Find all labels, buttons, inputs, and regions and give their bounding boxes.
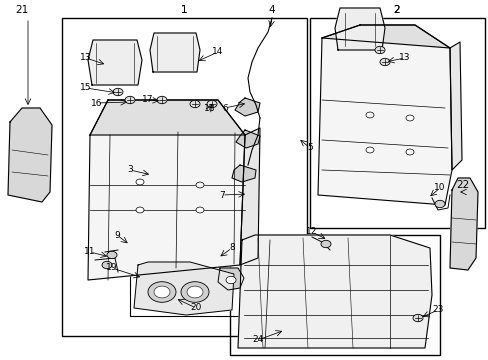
Bar [229, 235, 439, 355]
Text: 16: 16 [91, 99, 102, 108]
Polygon shape [8, 108, 52, 202]
Circle shape [154, 286, 170, 298]
Text: 13: 13 [398, 54, 410, 63]
Text: 5: 5 [306, 144, 312, 153]
Text: 17: 17 [142, 95, 153, 104]
Circle shape [374, 46, 384, 54]
Circle shape [107, 251, 117, 259]
Circle shape [196, 207, 203, 213]
Polygon shape [218, 268, 244, 290]
Text: 2: 2 [393, 5, 400, 15]
Circle shape [365, 147, 373, 153]
Circle shape [190, 100, 200, 108]
Text: 24: 24 [252, 336, 263, 345]
Polygon shape [449, 178, 477, 270]
Text: 21: 21 [15, 5, 29, 15]
Text: 15: 15 [80, 84, 92, 93]
Polygon shape [449, 42, 461, 170]
Text: 14: 14 [212, 48, 223, 57]
Circle shape [181, 282, 208, 302]
Circle shape [379, 58, 389, 66]
Circle shape [412, 314, 422, 322]
Circle shape [136, 179, 143, 185]
Bar [309, 18, 484, 228]
Text: 13: 13 [80, 54, 92, 63]
Circle shape [320, 240, 330, 248]
Polygon shape [134, 262, 234, 315]
Circle shape [113, 88, 123, 96]
Circle shape [434, 200, 444, 208]
Polygon shape [317, 25, 451, 205]
Text: 4: 4 [268, 5, 275, 15]
Bar [130, 258, 240, 316]
Circle shape [225, 276, 236, 284]
Polygon shape [321, 25, 449, 48]
Text: 2: 2 [393, 5, 400, 15]
Circle shape [136, 207, 143, 213]
Polygon shape [88, 40, 142, 85]
Text: 10: 10 [433, 184, 445, 193]
Circle shape [125, 96, 135, 104]
Circle shape [196, 182, 203, 188]
Polygon shape [238, 235, 431, 348]
Bar [62, 18, 306, 336]
Text: 11: 11 [84, 248, 96, 256]
Circle shape [365, 112, 373, 118]
Text: 6: 6 [222, 104, 227, 112]
Text: 1: 1 [181, 5, 187, 15]
Circle shape [186, 286, 203, 298]
Circle shape [206, 100, 217, 108]
Circle shape [102, 261, 112, 269]
Polygon shape [150, 33, 200, 72]
Text: 20: 20 [190, 303, 201, 312]
Text: 23: 23 [431, 306, 443, 315]
Text: 7: 7 [219, 190, 224, 199]
Polygon shape [90, 100, 244, 135]
Circle shape [157, 96, 167, 104]
Text: 9: 9 [114, 230, 120, 239]
Text: 1: 1 [181, 5, 187, 15]
Polygon shape [88, 100, 244, 280]
Circle shape [405, 115, 413, 121]
Text: 22: 22 [455, 180, 468, 190]
Polygon shape [231, 165, 256, 182]
Polygon shape [334, 8, 384, 50]
Text: 18: 18 [204, 104, 215, 112]
Text: 8: 8 [229, 243, 234, 252]
Circle shape [405, 149, 413, 155]
Text: 12: 12 [305, 228, 317, 237]
Polygon shape [240, 128, 260, 265]
Polygon shape [235, 98, 260, 116]
Text: 3: 3 [127, 166, 133, 175]
Text: 19: 19 [106, 264, 118, 273]
Polygon shape [236, 130, 260, 148]
Circle shape [148, 282, 176, 302]
